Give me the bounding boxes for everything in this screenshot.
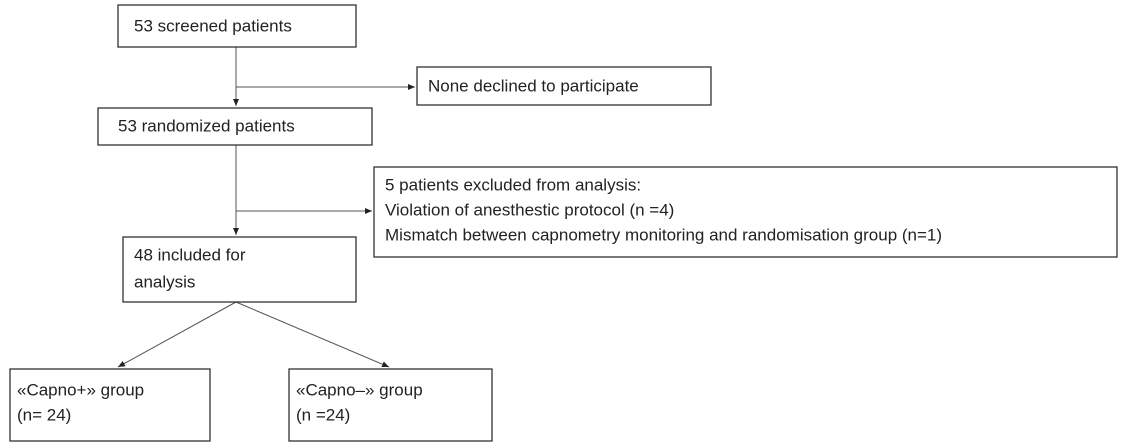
box-text: 5 patients excluded from analysis: — [385, 175, 641, 194]
connector — [117, 301, 237, 368]
box — [288, 368, 493, 442]
box-text: (n= 24) — [17, 405, 71, 424]
box — [9, 368, 211, 442]
box-text: (n =24) — [296, 405, 350, 424]
box-text: Violation of anesthestic protocol (n =4) — [385, 200, 674, 219]
box — [117, 4, 357, 48]
box — [373, 166, 1118, 258]
box-text: analysis — [134, 272, 195, 291]
box-text: 48 included for — [134, 245, 246, 264]
box-text: Mismatch between capnometry monitoring a… — [385, 225, 942, 244]
box-text: 53 screened patients — [134, 16, 292, 35]
box-text: 53 randomized patients — [118, 116, 295, 135]
connector — [235, 301, 390, 368]
box — [122, 236, 357, 303]
box — [97, 107, 373, 146]
box — [416, 66, 712, 106]
box-text: «Capno–» group — [296, 380, 423, 399]
box-text: «Capno+» group — [17, 380, 144, 399]
box-text: None declined to participate — [428, 76, 639, 95]
